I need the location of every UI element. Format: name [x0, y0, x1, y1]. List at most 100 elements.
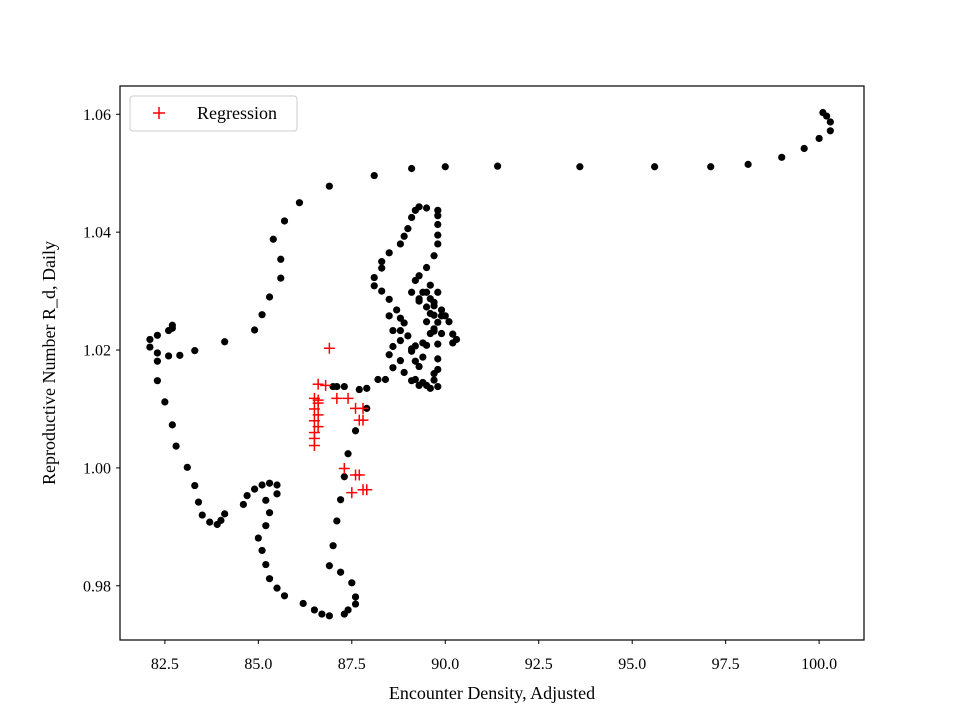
data-point — [325, 612, 333, 620]
regression-point — [353, 414, 365, 426]
data-point — [385, 249, 393, 257]
data-point — [258, 481, 266, 489]
data-point — [250, 326, 259, 334]
data-point — [239, 500, 247, 509]
data-point — [422, 341, 431, 349]
data-point — [426, 384, 434, 392]
data-point — [146, 343, 154, 351]
data-point — [441, 163, 449, 171]
data-point — [273, 481, 281, 489]
x-tick-label: 82.5 — [151, 656, 179, 673]
data-point — [206, 518, 214, 526]
data-point — [318, 610, 326, 618]
data-point — [340, 473, 348, 481]
data-point — [826, 127, 834, 135]
data-point — [183, 463, 191, 471]
regression-point — [346, 487, 358, 499]
data-point — [815, 134, 823, 143]
data-point — [265, 479, 274, 487]
data-point — [153, 349, 161, 357]
data-point — [262, 522, 270, 530]
x-tick-label: 92.5 — [525, 656, 553, 673]
y-tick-label: 1.06 — [83, 107, 111, 124]
data-point — [400, 319, 408, 327]
y-axis-label: Reproductive Number R_d, Daily — [39, 241, 59, 485]
y-tick-label: 1.02 — [83, 343, 111, 360]
data-point — [146, 335, 154, 344]
data-point — [194, 498, 203, 506]
data-point — [404, 332, 412, 340]
data-point — [265, 509, 274, 517]
regression-point — [338, 462, 350, 474]
x-tick-label: 90.0 — [431, 656, 459, 673]
data-point — [408, 213, 416, 222]
data-point — [351, 427, 360, 435]
data-point — [165, 352, 173, 360]
data-point — [430, 311, 438, 319]
points-layer — [146, 108, 834, 620]
data-point — [430, 252, 438, 260]
data-point — [277, 274, 285, 282]
data-point — [217, 516, 225, 524]
data-point — [351, 600, 360, 608]
data-point — [385, 312, 393, 320]
data-point — [299, 599, 307, 608]
data-point — [651, 163, 659, 171]
data-point — [389, 326, 397, 335]
data-point — [415, 272, 423, 280]
data-point — [800, 144, 808, 153]
data-point — [437, 306, 446, 314]
y-tick-label: 1.04 — [83, 225, 111, 242]
data-point — [415, 295, 423, 303]
data-point — [408, 345, 416, 353]
data-point — [422, 318, 431, 326]
data-point — [744, 160, 752, 168]
regression-point — [323, 342, 335, 354]
data-point — [153, 357, 161, 365]
data-point — [396, 357, 405, 365]
data-point — [411, 357, 419, 365]
regression-point — [357, 402, 369, 414]
data-point — [280, 592, 289, 600]
data-point — [333, 517, 341, 525]
data-point — [370, 273, 378, 282]
data-point — [254, 534, 262, 542]
data-point — [404, 225, 412, 233]
data-point — [437, 329, 446, 338]
data-point — [430, 327, 438, 335]
data-point — [385, 295, 393, 303]
data-point — [419, 378, 427, 387]
data-point — [325, 562, 333, 570]
data-point — [351, 593, 360, 601]
data-point — [449, 339, 457, 347]
regression-point — [312, 409, 324, 421]
data-point — [370, 171, 378, 180]
x-tick-label: 87.5 — [338, 656, 366, 673]
data-point — [243, 492, 251, 500]
data-point — [430, 370, 438, 378]
data-point — [153, 377, 161, 385]
legend-box — [129, 95, 298, 132]
data-point — [396, 240, 405, 248]
data-point — [441, 312, 449, 320]
data-point — [153, 331, 161, 339]
data-point — [355, 385, 363, 394]
data-point — [422, 303, 431, 311]
data-point — [434, 220, 442, 229]
data-point — [161, 398, 169, 406]
data-point — [445, 318, 453, 326]
x-tick-label: 100.0 — [801, 656, 837, 673]
data-point — [381, 375, 390, 384]
data-point — [273, 490, 281, 498]
x-axis: 82.5 85.0 87.5 90.0 92.5 95.0 97.5 100.0 — [151, 640, 837, 673]
data-point — [576, 163, 584, 171]
data-point — [823, 112, 831, 120]
data-point — [277, 255, 285, 263]
data-point — [419, 288, 427, 296]
data-point — [221, 510, 229, 518]
data-point — [221, 338, 229, 346]
data-point — [262, 560, 270, 569]
legend: Regression — [129, 95, 298, 132]
data-point — [434, 355, 442, 363]
